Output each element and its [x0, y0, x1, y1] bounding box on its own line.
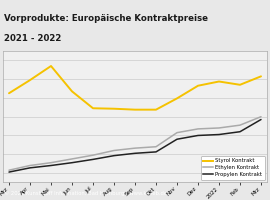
Text: © 2022 Kunststoff Information, Bad Homburg - www.kiweb.de: © 2022 Kunststoff Information, Bad Hombu… [4, 190, 167, 196]
Legend: Styrol Kontrakt, Ethylen Kontrakt, Propylen Kontrakt: Styrol Kontrakt, Ethylen Kontrakt, Propy… [201, 156, 265, 180]
Text: Vorprodukte: Europäische Kontraktpreise: Vorprodukte: Europäische Kontraktpreise [4, 14, 208, 23]
Text: 2021 - 2022: 2021 - 2022 [4, 34, 62, 43]
